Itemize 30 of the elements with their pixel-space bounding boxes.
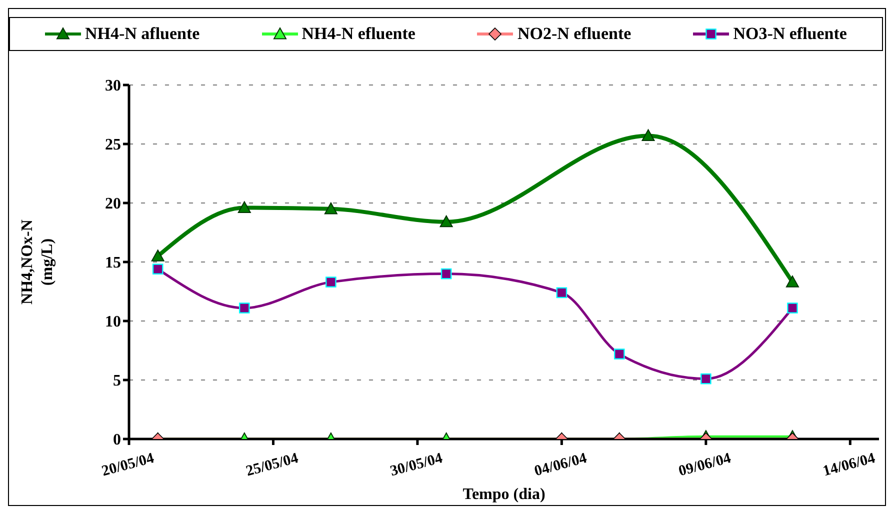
- x-tick-label: 25/05/04: [244, 450, 301, 480]
- y-tick-label: 30: [105, 78, 121, 95]
- point: [238, 302, 250, 314]
- x-tick-label: 04/06/04: [532, 450, 589, 480]
- point: [324, 202, 338, 214]
- point: [238, 201, 251, 214]
- legend-label: NH4-N afluente: [84, 24, 200, 44]
- x-tick-label: 30/05/04: [388, 450, 445, 480]
- point: [326, 276, 336, 288]
- legend-label: NH4-N efluente: [302, 24, 416, 44]
- point: [787, 302, 798, 314]
- x-tick-label: 14/06/04: [821, 450, 878, 480]
- point: [152, 264, 164, 274]
- x-tick-label: 09/06/04: [677, 450, 734, 480]
- x-tick-label: 20/05/04: [100, 450, 156, 480]
- point: [440, 268, 452, 280]
- y-axis-title: NH4,NOx-N (mg/L): [19, 219, 56, 304]
- x-axis-title: Tempo (dia): [462, 486, 546, 503]
- y-tick-label: 20: [105, 196, 121, 213]
- point: [786, 276, 799, 288]
- point: [440, 215, 453, 228]
- legend-label: NO2-N efluente: [517, 24, 632, 44]
- y-tick-label: 15: [105, 254, 121, 272]
- y-tick-label: 25: [105, 136, 121, 154]
- point: [556, 287, 568, 298]
- y-tick-label: 10: [105, 314, 121, 331]
- point: [151, 250, 164, 262]
- y-tick-label: 5: [113, 372, 121, 390]
- y-tick-label: 0: [113, 432, 121, 449]
- legend-label: NO3-N efluente: [733, 24, 847, 44]
